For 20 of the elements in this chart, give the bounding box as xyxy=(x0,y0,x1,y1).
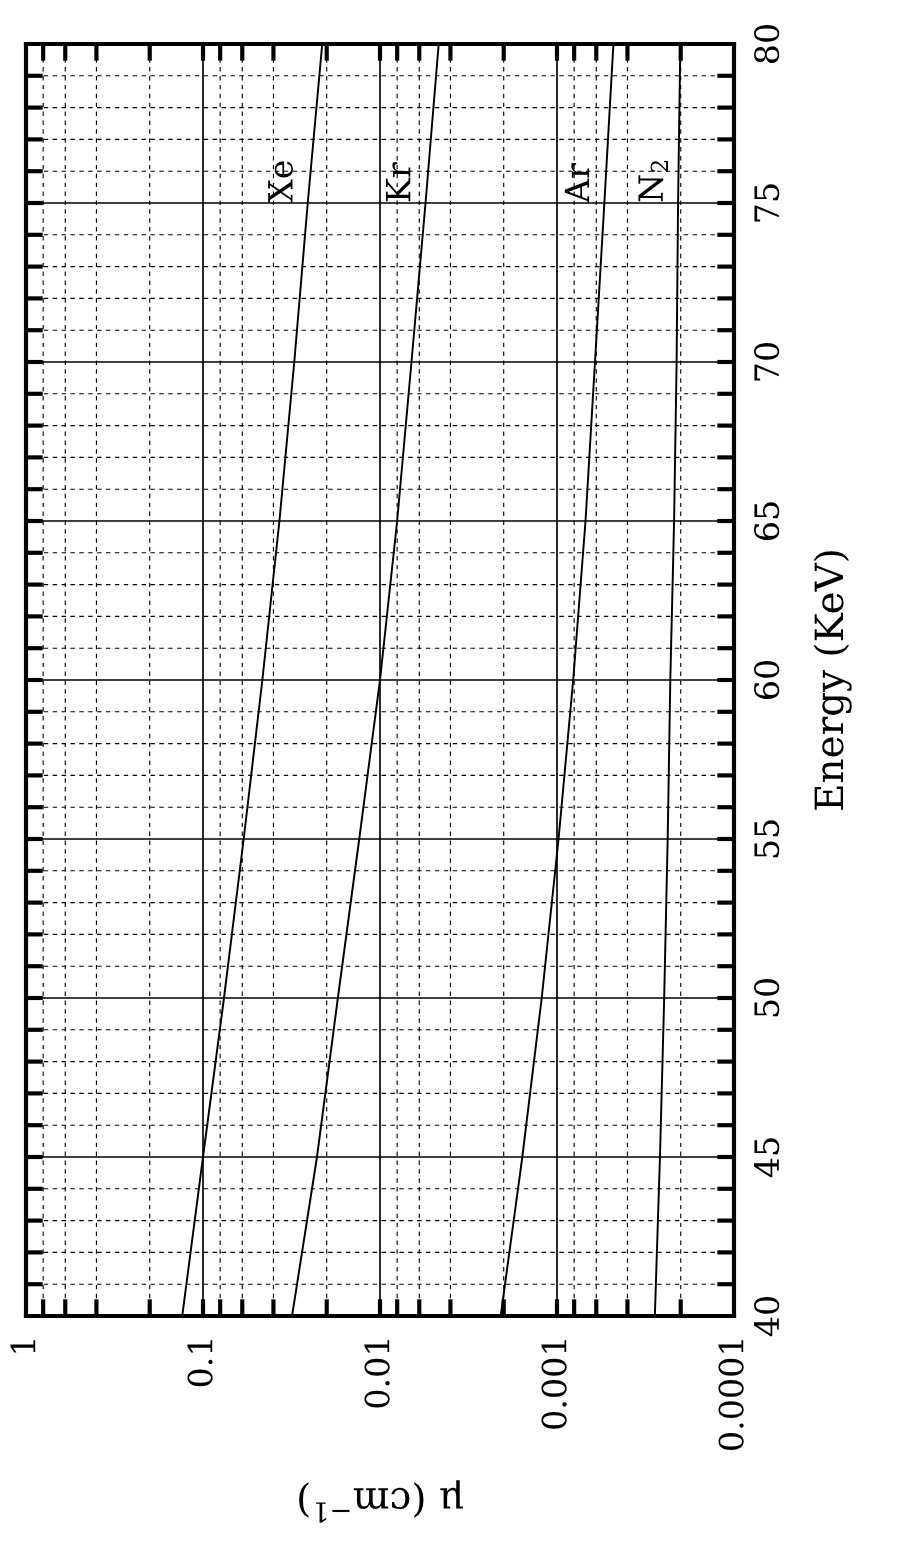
y-tick-label: 55 xyxy=(754,820,780,858)
y-tick-label: 40 xyxy=(754,1297,780,1337)
text: Kr xyxy=(385,162,411,202)
legend-label: N$_{2}$ xyxy=(638,160,668,202)
y-tick-label: 75 xyxy=(754,184,780,222)
y-tick-label: 60 xyxy=(754,661,780,699)
x-tick-label: 0.001 xyxy=(541,1340,567,1429)
x-tick-label: 1 xyxy=(10,1340,36,1353)
x-tick-label: 0.01 xyxy=(364,1340,390,1408)
y-tick-label: 65 xyxy=(754,502,780,540)
text: Xe xyxy=(268,161,293,203)
text: Ar xyxy=(564,163,590,204)
y-tick-label: 50 xyxy=(754,979,780,1017)
y-tick-label: 70 xyxy=(754,343,780,381)
y-axis-title: Energy (KeV) xyxy=(813,551,852,810)
x-tick-label: 0.1 xyxy=(187,1340,213,1387)
y-tick-label: 80 xyxy=(754,25,780,63)
y-tick-label: 45 xyxy=(754,1138,780,1178)
x-tick-label: 0.0001 xyxy=(718,1340,744,1450)
x-axis-title: μ (cm$^{−1}$) xyxy=(299,1480,463,1523)
